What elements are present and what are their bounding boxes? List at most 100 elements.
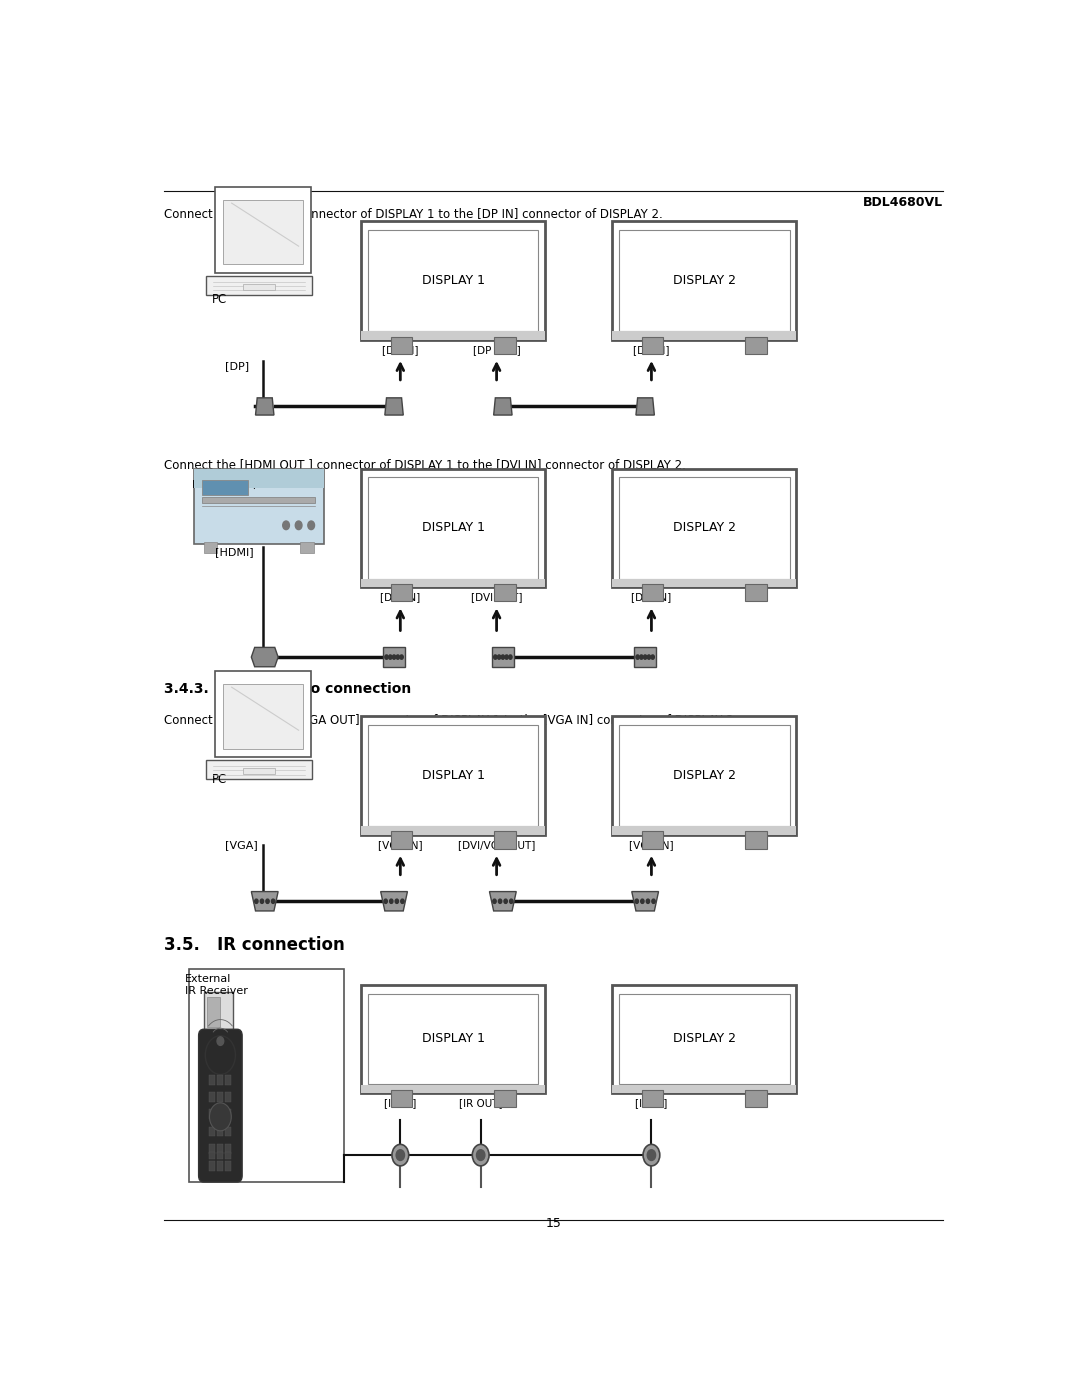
Polygon shape — [384, 398, 403, 415]
Text: 15: 15 — [545, 1217, 562, 1231]
Circle shape — [205, 1035, 235, 1074]
Bar — [226, 1144, 231, 1154]
Circle shape — [392, 655, 395, 659]
Circle shape — [210, 1102, 231, 1130]
Circle shape — [389, 655, 392, 659]
Bar — [367, 725, 539, 826]
Bar — [634, 647, 656, 666]
Bar — [642, 1090, 663, 1106]
Bar — [208, 1161, 215, 1171]
Bar — [494, 831, 515, 848]
Bar — [361, 985, 545, 1092]
Bar — [226, 1109, 231, 1119]
Circle shape — [646, 900, 649, 904]
Bar — [612, 222, 796, 339]
Polygon shape — [489, 891, 516, 911]
Bar — [391, 831, 413, 848]
Polygon shape — [256, 398, 274, 415]
Bar — [642, 337, 663, 353]
FancyBboxPatch shape — [199, 1030, 242, 1182]
Text: 3.5.   IR connection: 3.5. IR connection — [164, 936, 345, 954]
Text: DISPLAY 2: DISPLAY 2 — [673, 521, 735, 535]
Circle shape — [498, 655, 501, 659]
Circle shape — [401, 900, 404, 904]
Text: Connect the [HDMI OUT ] connector of DISPLAY 1 to the [DVI IN] connector of DISP: Connect the [HDMI OUT ] connector of DIS… — [164, 458, 686, 471]
Bar — [361, 826, 545, 834]
Bar — [217, 1126, 222, 1136]
Text: [DP OUT]: [DP OUT] — [473, 345, 521, 355]
Circle shape — [651, 655, 654, 659]
Bar — [745, 337, 767, 353]
Bar — [226, 1153, 231, 1160]
Circle shape — [283, 521, 289, 529]
Bar — [226, 1161, 231, 1171]
Bar — [367, 231, 539, 331]
Circle shape — [504, 900, 508, 904]
Bar — [494, 584, 515, 601]
Circle shape — [384, 655, 388, 659]
Bar — [217, 1161, 222, 1171]
Bar — [202, 481, 247, 495]
Circle shape — [647, 655, 650, 659]
Bar — [367, 993, 539, 1084]
Bar — [206, 997, 219, 1027]
Bar — [494, 337, 515, 353]
Text: [VGA IN]: [VGA IN] — [630, 840, 674, 849]
Text: [DP IN]: [DP IN] — [382, 345, 419, 355]
Bar — [612, 1085, 796, 1092]
Circle shape — [260, 900, 264, 904]
Text: DISPLAY 1: DISPLAY 1 — [421, 274, 485, 288]
Circle shape — [492, 900, 496, 904]
Bar — [217, 1074, 222, 1084]
Text: 3.4.3.  Analog video connection: 3.4.3. Analog video connection — [164, 682, 411, 696]
Bar — [194, 469, 324, 545]
Bar — [224, 200, 302, 264]
Bar — [300, 542, 313, 553]
Circle shape — [255, 900, 258, 904]
Text: External
IR Receiver: External IR Receiver — [186, 975, 248, 996]
Text: [DVI IN]: [DVI IN] — [380, 592, 420, 602]
Circle shape — [308, 521, 314, 529]
Bar — [494, 1090, 515, 1106]
Text: DVD / VCR / VCD: DVD / VCR / VCD — [192, 479, 285, 489]
Polygon shape — [380, 891, 407, 911]
Circle shape — [498, 900, 502, 904]
Circle shape — [635, 900, 638, 904]
Bar — [383, 647, 405, 666]
Bar — [204, 542, 217, 553]
Text: DISPLAY 1: DISPLAY 1 — [421, 521, 485, 535]
Bar — [243, 768, 274, 774]
Circle shape — [271, 900, 274, 904]
Polygon shape — [252, 891, 279, 911]
Bar — [204, 992, 233, 1032]
Circle shape — [640, 900, 644, 904]
Circle shape — [639, 655, 643, 659]
Polygon shape — [494, 398, 512, 415]
Bar — [619, 993, 789, 1084]
Bar — [189, 970, 345, 1182]
Bar — [612, 331, 796, 339]
Text: DISPLAY 1: DISPLAY 1 — [421, 768, 485, 782]
Text: PC: PC — [212, 774, 227, 787]
Bar — [226, 1092, 231, 1102]
Bar — [361, 331, 545, 339]
Bar — [208, 1126, 215, 1136]
Bar — [208, 1109, 215, 1119]
Text: [IR IN]: [IR IN] — [635, 1098, 667, 1108]
Bar — [612, 717, 796, 834]
Text: Connect the [DP OUT] connector of DISPLAY 1 to the [DP IN] connector of DISPLAY : Connect the [DP OUT] connector of DISPLA… — [164, 207, 663, 221]
Text: Connect the [DVI OUT /VGA OUT] connector of DISPLAY 1 to the [VGA IN] connector : Connect the [DVI OUT /VGA OUT] connector… — [164, 712, 738, 726]
Bar — [619, 231, 789, 331]
Bar — [745, 831, 767, 848]
Bar — [217, 1153, 222, 1160]
Text: [VGA IN]: [VGA IN] — [378, 840, 422, 849]
Bar — [208, 1153, 215, 1160]
Bar — [217, 1144, 222, 1154]
Bar — [224, 685, 302, 749]
Polygon shape — [215, 187, 311, 272]
Text: DISPLAY 2: DISPLAY 2 — [673, 1032, 735, 1045]
Bar — [745, 1090, 767, 1106]
Circle shape — [476, 1150, 485, 1161]
Text: BDL4680VL: BDL4680VL — [863, 196, 943, 208]
Bar — [492, 647, 514, 666]
